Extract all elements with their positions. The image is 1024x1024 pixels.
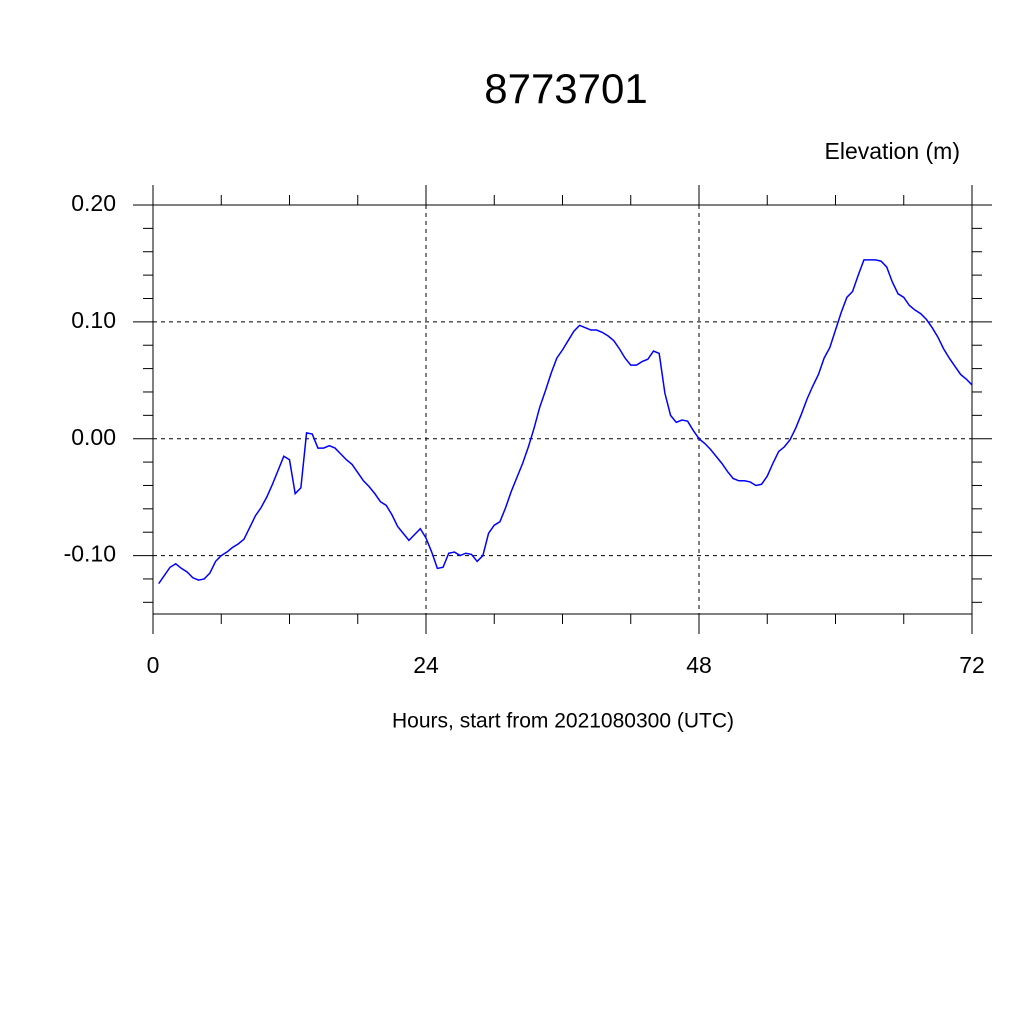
plot-frame: [152, 204, 973, 615]
x-tick-label: 72: [959, 652, 985, 678]
x-tick-label: 48: [686, 652, 712, 678]
y-tick-label: 0.00: [71, 424, 116, 450]
x-tick-label: 0: [147, 652, 160, 678]
y-tick-label: 0.20: [71, 190, 116, 216]
x-tick-label: 24: [413, 652, 439, 678]
x-axis-label: Hours, start from 2021080300 (UTC): [392, 710, 734, 733]
data-line: [158, 259, 973, 585]
y-tick-label: -0.10: [64, 541, 116, 567]
y-tick-label: 0.10: [71, 307, 116, 333]
y-axis-label: Elevation (m): [825, 138, 960, 164]
chart-title: 8773701: [484, 65, 648, 112]
